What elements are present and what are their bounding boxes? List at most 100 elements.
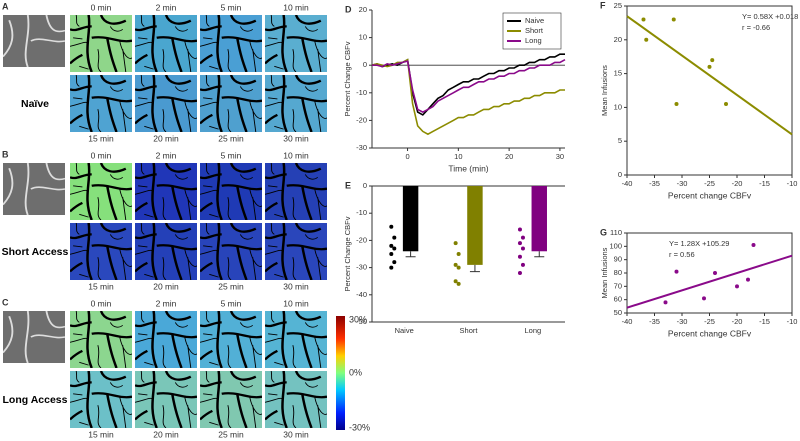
row-label: Naïve — [21, 98, 49, 110]
subject-point — [453, 262, 458, 267]
time-label: 25 min — [218, 133, 244, 143]
vessel-overlay — [70, 311, 132, 368]
subject-point — [456, 265, 461, 270]
data-point — [724, 102, 728, 107]
fit-line — [626, 15, 793, 136]
y-tick-label: 90 — [614, 255, 622, 264]
subject-point — [517, 227, 522, 232]
x-tick-label: Naive — [395, 326, 414, 335]
time-label: 15 min — [88, 133, 114, 143]
x-tick-label: -25 — [704, 179, 715, 188]
y-tick-label: 0 — [363, 181, 367, 190]
bar — [531, 186, 547, 252]
data-point — [671, 17, 676, 22]
data-point — [644, 37, 649, 42]
y-tick-label: 10 — [614, 102, 622, 111]
time-label: 10 min — [283, 298, 309, 308]
y-tick-label: -40 — [356, 290, 367, 299]
colorbar-label: 30% — [349, 314, 367, 324]
x-tick-label: -25 — [704, 317, 715, 326]
vessel-overlay — [135, 223, 197, 280]
time-label: 0 min — [91, 150, 112, 160]
time-label: 25 min — [218, 429, 244, 439]
grayscale-vessels — [3, 311, 65, 363]
y-tick-label: -50 — [356, 317, 367, 326]
y-tick-label: -10 — [356, 208, 367, 217]
row-label: Long Access — [3, 394, 68, 406]
subject-point — [517, 254, 522, 259]
grayscale-vessels — [3, 15, 65, 67]
panel-letter: E — [345, 180, 351, 190]
data-point — [710, 58, 715, 63]
y-tick-label: -20 — [356, 235, 367, 244]
panel-letter: C — [2, 297, 9, 307]
data-point — [674, 102, 679, 107]
legend-label: Long — [525, 36, 542, 45]
vessel-overlay — [265, 15, 327, 72]
x-tick-label: -40 — [622, 179, 633, 188]
subject-point — [392, 246, 397, 251]
y-tick-label: 25 — [614, 1, 622, 10]
grayscale-vessels — [3, 163, 65, 215]
data-point — [663, 300, 668, 305]
subject-point — [520, 246, 525, 251]
data-point — [707, 64, 712, 69]
y-axis-label: Mean Infusions — [600, 247, 609, 298]
y-tick-label: 10 — [359, 33, 367, 42]
subject-point — [389, 243, 394, 248]
vessel-overlay — [135, 163, 197, 220]
x-tick-label: -35 — [649, 317, 660, 326]
vessel-overlay — [265, 75, 327, 132]
time-label: 30 min — [283, 133, 309, 143]
x-tick-label: -20 — [732, 317, 743, 326]
annotation: r = -0.66 — [742, 23, 770, 32]
x-tick-label: 0 — [405, 152, 409, 161]
vessel-overlay — [70, 223, 132, 280]
panel-letter: A — [2, 1, 9, 11]
time-label: 20 min — [153, 429, 179, 439]
y-tick-label: 20 — [614, 35, 622, 44]
subject-point — [520, 235, 525, 240]
fit-line — [626, 254, 793, 309]
vessel-overlay — [200, 371, 262, 428]
row-label: Short Access — [2, 246, 69, 258]
y-tick-label: 15 — [614, 69, 622, 78]
vessel-overlay — [265, 223, 327, 280]
x-tick-label: -10 — [787, 317, 798, 326]
data-point — [674, 269, 679, 274]
subject-point — [456, 252, 461, 256]
subject-point — [456, 281, 461, 286]
time-label: 15 min — [88, 429, 114, 439]
vessel-overlay — [265, 371, 327, 428]
time-label: 0 min — [91, 2, 112, 12]
time-label: 2 min — [156, 150, 177, 160]
data-point — [713, 271, 717, 275]
vessel-overlay — [200, 311, 262, 368]
annotation: Y= 0.58X +0.018 — [742, 12, 798, 21]
y-axis-label: Percent Change CBFv — [343, 41, 352, 116]
vessel-overlay — [135, 75, 197, 132]
subject-point — [453, 241, 458, 246]
data-point — [746, 277, 750, 282]
time-label: 20 min — [153, 133, 179, 143]
y-tick-label: 5 — [618, 136, 622, 145]
series-line — [372, 58, 566, 114]
vessel-overlay — [200, 223, 262, 280]
y-tick-label: 70 — [614, 281, 622, 290]
x-tick-label: -10 — [787, 179, 798, 188]
x-axis-label: Percent change CBFv — [668, 328, 752, 338]
time-label: 5 min — [221, 298, 242, 308]
time-label: 2 min — [156, 298, 177, 308]
x-tick-label: Short — [460, 326, 479, 335]
time-label: 10 min — [283, 150, 309, 160]
colorbar-label: 0% — [349, 367, 362, 377]
colorbar-label: -30% — [349, 422, 370, 432]
error-bar — [534, 251, 545, 258]
panel-letter: F — [600, 0, 606, 10]
y-axis-label: Percent Change CBFv — [343, 216, 352, 291]
y-tick-label: 20 — [359, 5, 367, 14]
panel-letter: G — [600, 227, 607, 237]
vessel-overlay — [70, 75, 132, 132]
x-tick-label: -15 — [759, 179, 770, 188]
x-tick-label: -15 — [759, 317, 770, 326]
